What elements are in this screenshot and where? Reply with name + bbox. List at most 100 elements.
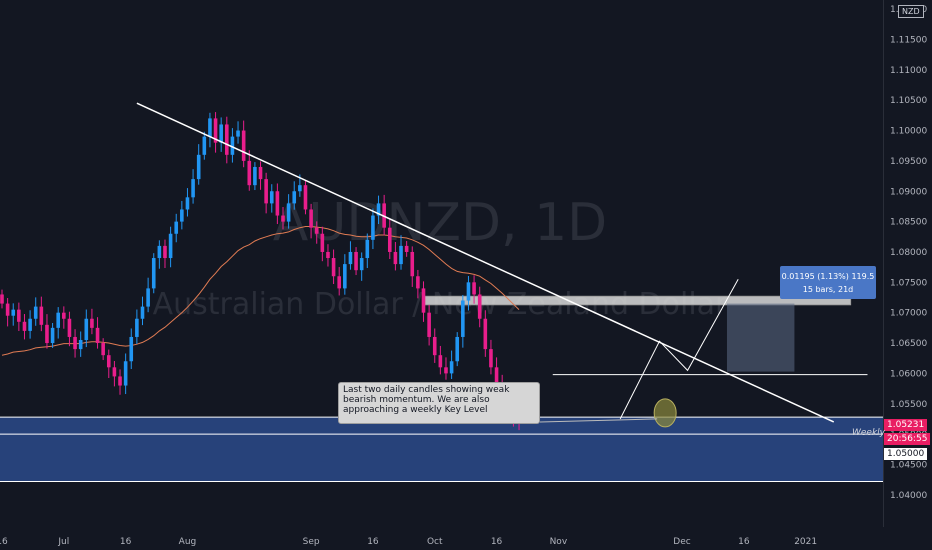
candle-body <box>39 306 44 325</box>
y-axis-tick-label: 1.07500 <box>890 278 927 288</box>
candle-body <box>78 340 83 350</box>
candle-body <box>399 245 403 265</box>
candle-body <box>337 276 341 289</box>
y-axis-tick-label: 1.10500 <box>890 96 927 106</box>
candle-body <box>213 118 218 143</box>
bar-countdown-tag: 20:56:55 <box>884 433 931 445</box>
projected-path <box>619 279 739 420</box>
highlight-ellipse <box>653 398 677 428</box>
candle-body <box>140 306 145 319</box>
candle-body <box>202 136 207 155</box>
candle-body <box>489 349 493 368</box>
x-axis-tick-label: Dec <box>673 537 690 547</box>
candle-body <box>444 367 448 374</box>
candle-body <box>298 185 302 192</box>
y-axis-tick-label: 1.08000 <box>890 248 927 258</box>
candle-body <box>432 336 437 356</box>
candle-body <box>0 294 4 304</box>
last-price-tag: 1.05231 <box>884 419 928 431</box>
candle-body <box>466 282 471 301</box>
candle-body <box>494 367 499 386</box>
price-range-measure[interactable]: 0.01195 (1.13%) 119.5 15 bars, 21d <box>780 266 876 299</box>
candle-body <box>320 233 325 252</box>
candle-body <box>157 245 162 259</box>
candle-body <box>230 136 235 155</box>
candle-body <box>404 245 409 252</box>
descending-trendline <box>136 102 835 423</box>
measure-box <box>726 303 795 372</box>
y-axis-tick-label: 1.11000 <box>890 66 927 76</box>
candle-body <box>438 355 443 368</box>
candle-body <box>427 312 431 337</box>
candle-body <box>359 258 364 271</box>
candle-body <box>17 309 21 322</box>
candle-body <box>309 209 313 228</box>
candle-body <box>208 118 212 137</box>
candle-body <box>5 303 10 316</box>
callout-text: Last two daily candles showing weak bear… <box>343 385 510 415</box>
x-axis-tick-label: 2021 <box>794 537 817 547</box>
candle-body <box>253 166 257 186</box>
candle-body <box>348 251 353 265</box>
y-axis-tick-label: 1.09500 <box>890 157 927 167</box>
candle-body <box>258 166 263 180</box>
candle-body <box>387 227 392 252</box>
candle-body <box>180 209 184 222</box>
candle-body <box>421 288 426 313</box>
candle-body <box>331 258 336 277</box>
y-axis-tick-label: 1.10000 <box>890 127 927 137</box>
candle-body <box>11 309 16 316</box>
candle-body <box>90 318 94 328</box>
candle-body <box>354 251 358 271</box>
x-axis-tick-label: 16 <box>738 537 750 547</box>
candle-body <box>275 191 280 216</box>
candle-body <box>196 154 201 180</box>
weekly-zone <box>0 417 883 482</box>
candle-body <box>241 130 246 161</box>
candle-body <box>129 336 134 362</box>
x-axis-tick-label: 16 <box>120 537 132 547</box>
candle-body <box>146 288 150 307</box>
currency-badge[interactable]: NZD <box>898 5 924 18</box>
candle-body <box>95 327 100 344</box>
candle-body <box>22 321 27 331</box>
candle-body <box>185 197 190 210</box>
candle-body <box>101 343 105 356</box>
candle-body <box>371 215 375 240</box>
candle-body <box>67 318 72 337</box>
callout-pointer <box>539 418 658 423</box>
candle-body <box>264 179 268 204</box>
candle-body <box>449 361 454 374</box>
candle-body <box>483 318 488 350</box>
candle-body <box>135 318 139 337</box>
candle-body <box>376 203 381 216</box>
candle-body <box>326 251 330 259</box>
candle-body <box>45 324 49 344</box>
candle-body <box>281 215 285 222</box>
candle-body <box>112 367 117 377</box>
candle-body <box>219 124 223 143</box>
candle-body <box>477 294 482 319</box>
y-axis-tick-label: 1.07000 <box>890 309 927 319</box>
candle-body <box>247 160 252 186</box>
candle-body <box>303 185 308 210</box>
x-axis-tick-label: Jul <box>57 537 69 547</box>
candle-body <box>163 245 167 259</box>
candle-body <box>106 355 111 368</box>
x-axis-tick-label: 16 <box>367 537 379 547</box>
moving-average-line <box>1 226 520 356</box>
y-axis-tick-label: 1.06500 <box>890 339 927 349</box>
candle-body <box>174 221 179 234</box>
x-axis-tick-label: Aug <box>179 537 197 547</box>
y-axis-tick-label: 1.11500 <box>890 35 927 45</box>
candle-body <box>168 233 173 259</box>
symbol-watermark: AUDNZD, 1D <box>273 193 607 253</box>
analysis-callout[interactable]: Last two daily candles showing weak bear… <box>338 382 540 424</box>
candle-body <box>84 318 89 340</box>
candle-body <box>472 282 476 295</box>
y-axis-tick-label: 1.05500 <box>890 400 927 410</box>
candle-body <box>292 191 297 204</box>
candle-body <box>269 191 274 204</box>
candle-body <box>50 327 55 344</box>
candle-body <box>73 336 77 350</box>
